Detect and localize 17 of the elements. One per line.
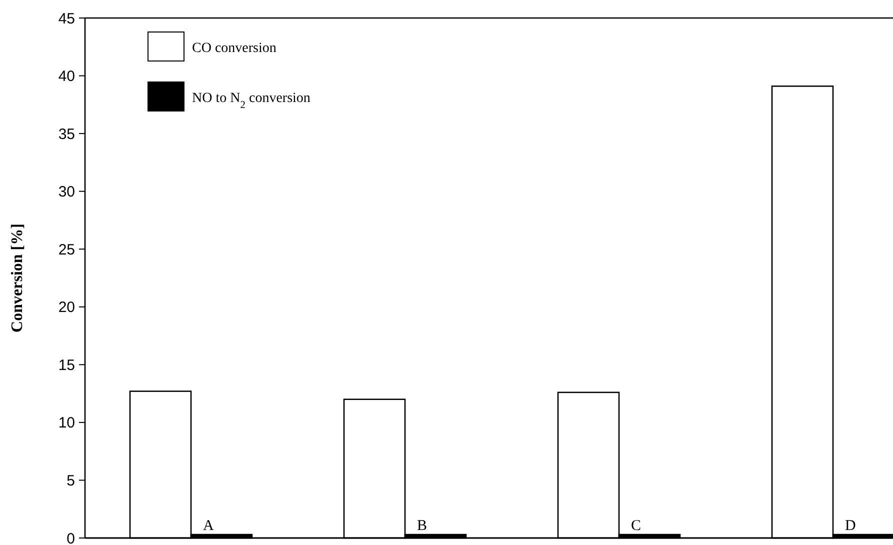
legend-label: CO conversion <box>192 40 276 56</box>
legend-label: NO to N$_{2}$ conversion <box>192 90 310 110</box>
y-tick-label: 25 <box>58 241 75 258</box>
x-tick-label: B <box>417 518 428 534</box>
y-tick-label: 5 <box>66 472 75 490</box>
y-tick-label: 10 <box>58 414 75 432</box>
y-tick-label: 45 <box>58 10 75 28</box>
y-tick-label: 15 <box>58 356 75 374</box>
y-tick-label: 20 <box>58 299 75 316</box>
y-tick-label: 35 <box>58 126 75 143</box>
y-tick-label: 40 <box>58 68 75 86</box>
x-tick-label: C <box>631 518 642 534</box>
y-tick-label: 30 <box>58 184 75 201</box>
x-tick-label: D <box>845 518 856 534</box>
x-tick-label: A <box>203 518 214 534</box>
y-tick-label: 0 <box>66 530 75 545</box>
y-axis-title: Conversion [%] <box>9 224 26 332</box>
